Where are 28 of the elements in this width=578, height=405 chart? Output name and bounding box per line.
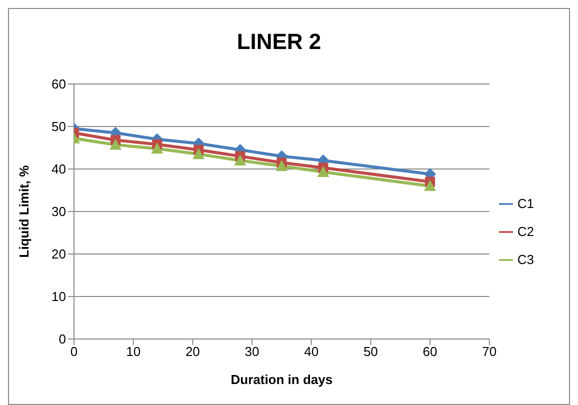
y-tick-label: 20	[52, 246, 66, 262]
y-tick-label: 50	[52, 119, 66, 134]
x-tick-label: 70	[482, 344, 497, 360]
y-tick-label: 40	[52, 162, 66, 177]
point	[110, 138, 122, 150]
point	[276, 160, 288, 172]
point	[192, 148, 205, 160]
x-tick-label: 20	[185, 344, 200, 360]
point	[424, 180, 436, 191]
legend-label: C1	[517, 196, 534, 210]
x-tick-label: 30	[244, 344, 260, 360]
point	[151, 142, 164, 154]
x-tick-label: 60	[422, 344, 438, 360]
y-tick-label: 60	[52, 76, 66, 92]
x-axis-title: Duration in days	[230, 372, 333, 387]
chart-title: LINER 2	[236, 29, 322, 55]
x-tick-label: 0	[70, 344, 78, 360]
y-tick-label: 10	[52, 289, 66, 304]
x-tick-label: 50	[363, 344, 378, 360]
legend-label: C3	[517, 252, 534, 266]
y-tick-label: 0	[58, 332, 66, 347]
legend-label: C2	[517, 224, 534, 238]
y-axis-title: Liquid Limit, %	[16, 164, 32, 258]
x-tick-label: 40	[304, 344, 319, 360]
x-tick-label: 10	[126, 344, 141, 360]
y-tick-label: 30	[52, 204, 66, 220]
point	[234, 154, 246, 166]
point	[317, 166, 330, 177]
